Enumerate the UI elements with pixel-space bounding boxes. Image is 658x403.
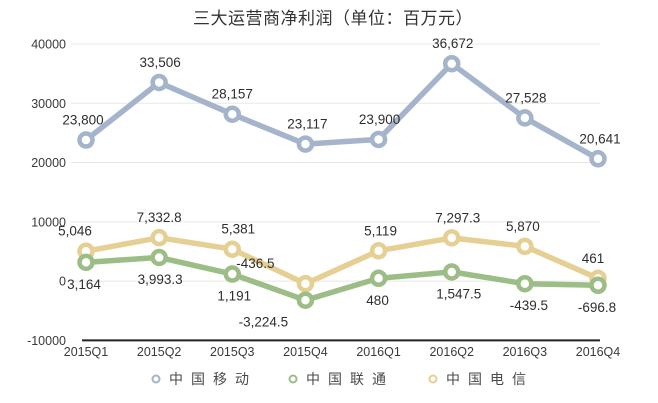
- series-line-china-unicom: [83, 254, 601, 303]
- data-label-china-unicom-2016Q4: -696.8: [578, 300, 616, 315]
- data-label-china-telecom-2015Q4: -436.5: [236, 256, 274, 271]
- marker-china-unicom-2015Q2: [150, 248, 168, 267]
- marker-china-telecom-2015Q4: [296, 274, 315, 293]
- data-label-china-mobile-2016Q1: 23,900: [359, 112, 400, 127]
- marker-china-unicom-2016Q1: [369, 269, 388, 288]
- data-label-china-unicom-2015Q2: 3,993.3: [138, 272, 183, 287]
- marker-china-unicom-2015Q4: [296, 291, 315, 309]
- marker-china-unicom-2016Q3: [516, 274, 534, 293]
- x-axis-category-label: 2016Q2: [429, 345, 474, 359]
- data-label-china-mobile-2015Q4: 23,117: [287, 117, 327, 132]
- legend-marker-china-unicom-icon: [288, 374, 298, 384]
- data-label-china-mobile-2016Q2: 36,672: [432, 36, 473, 51]
- marker-china-mobile-2016Q4: [589, 150, 607, 168]
- data-label-china-telecom-2016Q3: 5,870: [506, 219, 540, 234]
- chart-title: 三大运营商净利润（单位：百万元）: [193, 9, 473, 28]
- x-axis-category-label: 2015Q3: [210, 345, 255, 359]
- marker-china-telecom-2015Q2: [150, 228, 168, 247]
- y-axis-tick-label: 30000: [31, 97, 66, 111]
- data-label-china-unicom-2015Q3: 1,191: [217, 289, 251, 304]
- legend-label-china-mobile: 中国移动: [169, 371, 257, 387]
- data-label-china-telecom-2016Q4: 461: [582, 251, 605, 266]
- x-axis-category-label: 2015Q4: [283, 345, 328, 359]
- legend-label-china-unicom: 中国联通: [306, 371, 394, 387]
- data-label-china-mobile-2016Q4: 20,641: [579, 131, 620, 146]
- legend-item-china-telecom[interactable]: 中国电信: [428, 371, 535, 387]
- marker-china-telecom-2016Q3: [516, 237, 534, 256]
- series-line-china-telecom: [83, 234, 601, 287]
- marker-china-mobile-2016Q3: [516, 109, 534, 127]
- data-label-china-unicom-2015Q4: -3,224.5: [239, 315, 289, 330]
- legend-marker-china-telecom-icon: [428, 374, 438, 384]
- marker-china-mobile-2015Q2: [150, 73, 168, 92]
- data-label-china-telecom-2016Q1: 5,119: [364, 223, 397, 238]
- x-axis-category-label: 2016Q3: [503, 345, 548, 359]
- x-axis-category-label: 2016Q1: [356, 345, 401, 359]
- series-line-china-mobile: [83, 60, 601, 162]
- series-china-mobile: [77, 54, 607, 168]
- data-label-china-unicom-2015Q1: 3,164: [67, 277, 101, 292]
- data-label-china-mobile-2015Q2: 33,506: [139, 55, 180, 70]
- marker-china-unicom-2016Q2: [442, 263, 461, 281]
- y-axis-tick-label: 10000: [31, 215, 66, 229]
- legend-item-china-unicom[interactable]: 中国联通: [288, 371, 395, 387]
- y-axis-tick-label: -10000: [27, 334, 66, 348]
- x-axis-category-label: 2015Q1: [64, 345, 109, 359]
- marker-china-mobile-2016Q2: [442, 54, 461, 73]
- marker-china-mobile-2016Q1: [369, 130, 388, 149]
- series-china-unicom: [77, 248, 607, 309]
- marker-china-unicom-2015Q3: [223, 265, 242, 283]
- marker-china-unicom-2016Q4: [589, 276, 607, 295]
- y-axis-tick-label: 40000: [31, 38, 66, 52]
- marker-china-telecom-2015Q3: [223, 240, 242, 258]
- data-label-china-unicom-2016Q3: -439.5: [510, 298, 548, 313]
- data-label-china-telecom-2015Q3: 5,381: [221, 222, 255, 237]
- x-axis-category-label: 2016Q4: [576, 345, 621, 359]
- data-label-china-mobile-2015Q3: 28,157: [212, 87, 253, 102]
- x-axis-category-label: 2015Q2: [137, 345, 182, 359]
- data-label-china-telecom-2016Q2: 7,297.3: [435, 210, 480, 225]
- marker-china-telecom-2016Q1: [369, 242, 388, 260]
- y-axis-tick-label: 20000: [31, 156, 66, 170]
- data-label-china-telecom-2015Q1: 5,046: [58, 224, 92, 239]
- legend-item-china-mobile[interactable]: 中国移动: [151, 371, 258, 387]
- data-label-china-telecom-2015Q2: 7,332.8: [137, 210, 182, 225]
- data-label-china-unicom-2016Q1: 480: [366, 293, 389, 308]
- marker-china-unicom-2015Q1: [77, 253, 95, 272]
- marker-china-mobile-2015Q4: [296, 135, 315, 153]
- legend-marker-china-mobile-icon: [151, 374, 161, 384]
- data-label-china-mobile-2016Q3: 27,528: [505, 90, 546, 105]
- data-label-china-mobile-2015Q1: 23,800: [62, 113, 103, 128]
- marker-china-mobile-2015Q3: [223, 105, 242, 123]
- marker-china-telecom-2016Q2: [442, 229, 461, 247]
- marker-china-mobile-2015Q1: [77, 131, 95, 149]
- legend-label-china-telecom: 中国电信: [446, 371, 534, 387]
- y-axis-tick-label: 0: [59, 275, 66, 289]
- data-label-china-unicom-2016Q2: 1,547.5: [436, 286, 481, 301]
